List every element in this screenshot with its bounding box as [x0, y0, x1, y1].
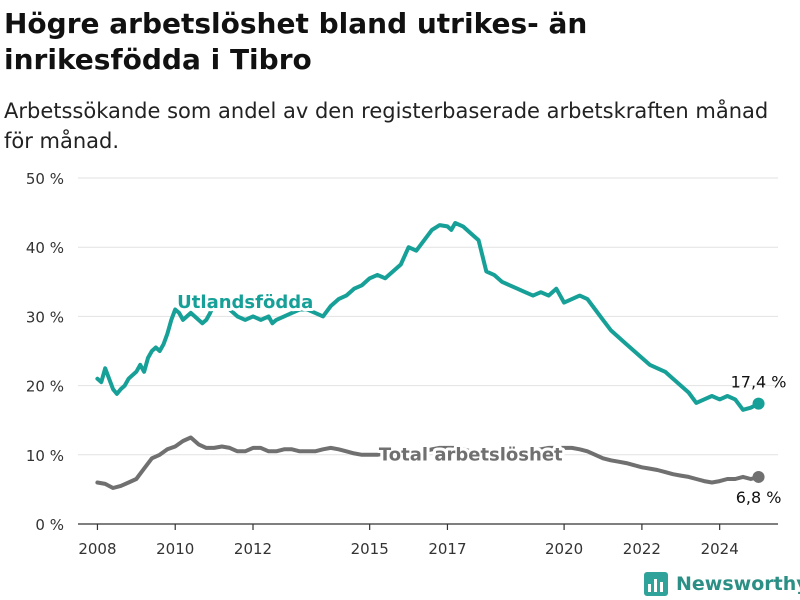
newsworthy-brand: Newsworthy	[644, 568, 800, 600]
chart-labels: 17,4 % 6,8 % Utlandsfödda Total arbetslöshe…	[174, 289, 787, 507]
series-end-point	[752, 397, 765, 410]
newsworthy-logo-icon	[644, 572, 668, 596]
series-annotation: Total arbetslöshet	[379, 444, 563, 465]
chart-subtitle: Arbetssökande som andel av den registerb…	[4, 99, 769, 153]
y-tick-label: 30 %	[26, 308, 64, 326]
x-tick-label: 2015	[351, 540, 389, 558]
grid-lines	[78, 177, 778, 456]
x-tick-label: 2008	[78, 540, 116, 558]
series-line-total	[95, 435, 761, 490]
series-line-utlandsfodda	[95, 221, 761, 412]
x-tick-label: 2017	[428, 540, 466, 558]
y-tick-label: 40 %	[26, 239, 64, 257]
brand-name: Newsworthy	[676, 573, 800, 595]
series-lines	[95, 221, 765, 490]
chart-title: Högre arbetslöshet bland utrikes- än inr…	[4, 7, 588, 76]
x-tick-label: 2024	[701, 540, 739, 558]
x-tick-label: 2012	[234, 540, 272, 558]
x-tick-label: 2020	[545, 540, 583, 558]
x-tick-label: 2022	[623, 540, 661, 558]
end-value-label: 17,4 %	[731, 373, 787, 392]
axes: 0 % 10 % 20 % 30 % 40 % 50 % 2008 2010 2012 2015 2…	[26, 170, 778, 558]
end-value-label: 6,8 %	[736, 488, 782, 507]
y-tick-label: 20 %	[26, 378, 64, 396]
series-annotation: Utlandsfödda	[177, 292, 313, 313]
y-tick-label: 50 %	[26, 170, 64, 188]
x-tick-label: 2010	[156, 540, 194, 558]
y-tick-label: 10 %	[26, 447, 64, 465]
series-end-point	[752, 470, 765, 483]
y-tick-label: 0 %	[35, 516, 64, 534]
